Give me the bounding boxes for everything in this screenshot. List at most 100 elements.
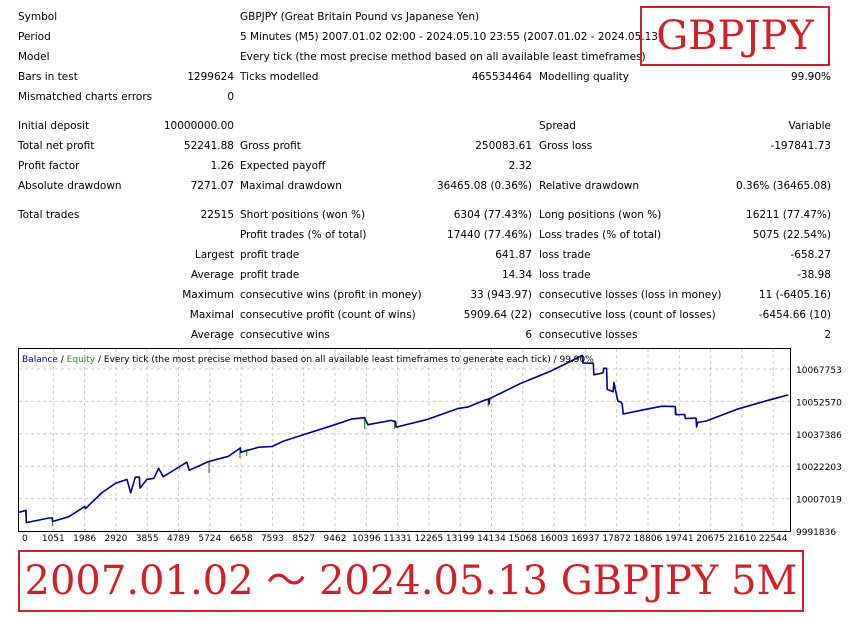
bars-value: 1299624	[187, 71, 234, 83]
avglosses-value: 2	[824, 329, 831, 341]
maxloss-label: consecutive loss (count of losses)	[539, 309, 716, 321]
x-tick-label: 11331	[383, 534, 412, 544]
largest-loss-value: -658.27	[790, 249, 831, 261]
x-tick-label: 0	[22, 534, 28, 544]
x-axis-ticks: 0 1051 1986 2920 3855 4789 5724 6658 7593 8527 946…	[22, 534, 788, 544]
x-tick-label: 21610	[728, 534, 757, 544]
x-tick-label: 5724	[198, 534, 221, 544]
avgwins-value: 6	[525, 329, 532, 341]
x-tick-label: 9462	[324, 534, 347, 544]
average-loss-label: loss trade	[539, 269, 591, 281]
maxwins-label: consecutive wins (profit in money)	[240, 289, 422, 301]
x-tick-label: 1051	[42, 534, 65, 544]
largest-label: Largest	[194, 249, 234, 261]
x-tick-label: 22544	[759, 534, 788, 544]
ticks-label: Ticks modelled	[240, 71, 319, 83]
ticks-value: 465534464	[471, 71, 532, 83]
y-axis-ticks: 10067753 10052570 10037386 10022203 10007019…	[796, 366, 842, 538]
absdd-value: 7271.07	[190, 180, 234, 192]
maxprofit-value: 5909.64 (22)	[463, 309, 532, 321]
payoff-value: 2.32	[508, 160, 532, 172]
maxdd-value: 36465.08 (0.36%)	[437, 180, 532, 192]
maxlosses-label: consecutive losses (loss in money)	[539, 289, 722, 301]
average-label: Average	[190, 269, 234, 281]
ptrades-value: 17440 (77.46%)	[447, 229, 532, 241]
bars-label: Bars in test	[18, 71, 78, 83]
absdd-label: Absolute drawdown	[18, 180, 122, 192]
legend-equity: Equity	[67, 355, 96, 365]
y-tick-label: 9991836	[796, 528, 836, 538]
quality-value: 99.90%	[790, 71, 831, 83]
legend-separator: /	[58, 355, 67, 365]
x-tick-label: 3855	[136, 534, 159, 544]
x-tick-label: 8527	[292, 534, 315, 544]
x-tick-label: 12265	[415, 534, 444, 544]
grossloss-label: Gross loss	[539, 140, 593, 152]
legend-description: / Every tick (the most precise method ba…	[95, 355, 594, 365]
maxlosses-value: 11 (-6405.16)	[758, 289, 831, 301]
balance-series-line	[18, 354, 789, 524]
symbol-label: Symbol	[18, 11, 58, 23]
avgwins-label: consecutive wins	[240, 329, 330, 341]
symbol-badge: GBPJPY	[640, 6, 830, 66]
chart-grid	[19, 349, 790, 531]
x-tick-label: 18806	[634, 534, 663, 544]
x-tick-label: 20675	[696, 534, 725, 544]
x-tick-label: 16003	[540, 534, 569, 544]
payoff-label: Expected payoff	[240, 160, 326, 172]
netprofit-value: 52241.88	[183, 140, 234, 152]
netprofit-label: Total net profit	[18, 140, 95, 152]
maximum-label: Maximum	[182, 289, 234, 301]
y-tick-label: 10052570	[796, 398, 842, 408]
spread-label: Spread	[539, 120, 576, 132]
y-tick-label: 10067753	[796, 366, 842, 376]
x-tick-label: 7593	[261, 534, 284, 544]
avglosses-label: consecutive losses	[539, 329, 638, 341]
x-tick-label: 19741	[665, 534, 694, 544]
largest-loss-label: loss trade	[539, 249, 591, 261]
reldd-label: Relative drawdown	[539, 180, 640, 192]
x-tick-label: 17872	[602, 534, 631, 544]
ptrades-label: Profit trades (% of total)	[240, 229, 367, 241]
x-tick-label: 14134	[477, 534, 506, 544]
x-tick-label: 10396	[352, 534, 381, 544]
x-tick-label: 16937	[571, 534, 600, 544]
quality-label: Modelling quality	[539, 71, 629, 83]
x-tick-label: 15068	[508, 534, 537, 544]
plot-area	[18, 348, 791, 532]
period-label: Period	[18, 31, 51, 43]
deposit-label: Initial deposit	[18, 120, 90, 132]
legend-balance: Balance	[22, 355, 58, 365]
y-tick-label: 10007019	[796, 496, 842, 506]
maxdd-label: Maximal drawdown	[240, 180, 342, 192]
maximal-label: Maximal	[189, 309, 234, 321]
largest-profit-label: profit trade	[240, 249, 300, 261]
mismatch-value: 0	[227, 91, 234, 103]
grossloss-value: -197841.73	[770, 140, 831, 152]
spread-value: Variable	[788, 120, 831, 132]
y-tick-label: 10022203	[796, 463, 842, 473]
largest-profit-value: 641.87	[495, 249, 532, 261]
balance-chart: Balance / Equity / Every tick (the most …	[18, 348, 842, 544]
average-profit-value: 14.34	[501, 269, 532, 281]
deposit-value: 10000000.00	[163, 120, 234, 132]
long-value: 16211 (77.47%)	[746, 209, 831, 221]
model-value: Every tick (the most precise method base…	[240, 51, 646, 63]
maxwins-value: 33 (943.97)	[470, 289, 532, 301]
ltrades-value: 5075 (22.54%)	[752, 229, 831, 241]
chart-legend: Balance / Equity / Every tick (the most …	[22, 355, 594, 365]
symbol-value: GBPJPY (Great Britain Pound vs Japanese …	[240, 11, 480, 23]
maxprofit-label: consecutive profit (count of wins)	[240, 309, 416, 321]
y-tick-label: 10037386	[796, 431, 842, 441]
grossprofit-value: 250083.61	[475, 140, 532, 152]
reldd-value: 0.36% (36465.08)	[736, 180, 831, 192]
date-range-banner: 2007.01.02 ～ 2024.05.13 GBPJPY 5M	[18, 550, 804, 612]
x-tick-label: 13199	[446, 534, 475, 544]
model-label: Model	[18, 51, 50, 63]
x-tick-label: 6658	[230, 534, 253, 544]
trades-value: 22515	[200, 209, 234, 221]
pf-value: 1.26	[210, 160, 234, 172]
x-tick-label: 1986	[73, 534, 96, 544]
ltrades-label: Loss trades (% of total)	[539, 229, 662, 241]
average2-label: Average	[190, 329, 234, 341]
